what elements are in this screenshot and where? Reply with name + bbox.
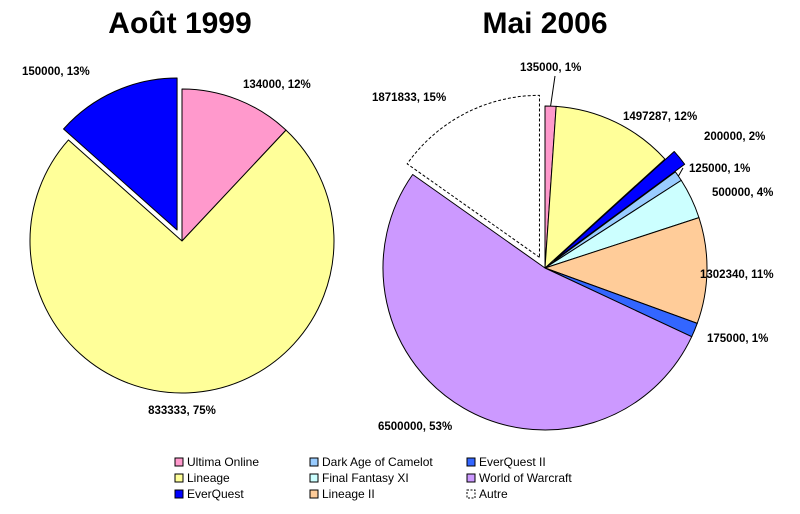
data-label-2006-final-fantasy-xi: 500000, 4% (712, 187, 773, 199)
legend-label-everquest-ii: EverQuest II (479, 455, 546, 469)
data-label-1999-everquest: 150000, 13% (22, 66, 90, 78)
legend-label-final-fantasy-xi: Final Fantasy XI (322, 471, 409, 485)
data-label-2006-autre: 1871833, 15% (372, 92, 446, 104)
data-label-2006-lineage-ii: 1302340, 11% (700, 269, 774, 281)
legend-swatch-autre (466, 489, 476, 499)
pie-slice-2006-lineage-ii (544, 217, 708, 324)
chart-title-2006: Mai 2006 (482, 7, 607, 40)
pie-slice-2006-autre (406, 94, 540, 258)
data-label-1999-ultima-online: 134000, 12% (243, 79, 311, 91)
legend: Ultima Online Dark Age of Camelot EverQues… (174, 455, 572, 501)
legend-swatch-dark-age-of-camelot (309, 457, 319, 467)
pie-slice-2006-world-of-warcraft (382, 174, 693, 431)
data-label-2006-dark-age-of-camelot: 125000, 1% (689, 163, 750, 175)
legend-swatch-world-of-warcraft (466, 473, 476, 483)
pie-slice-2006-lineage (544, 105, 666, 269)
legend-swatch-ultima-online (174, 457, 184, 467)
legend-swatch-lineage-ii (309, 489, 319, 499)
legend-swatch-everquest-ii (466, 457, 476, 467)
chart-title-1999: Août 1999 (108, 7, 251, 40)
legend-label-lineage: Lineage (187, 471, 230, 485)
legend-swatch-lineage (174, 473, 184, 483)
leader-line-2006-ultima-online (550, 75, 556, 107)
pie-slice-1999-ultima-online (181, 88, 287, 242)
legend-swatch-final-fantasy-xi (309, 473, 319, 483)
legend-label-lineage-ii: Lineage II (322, 487, 375, 501)
data-label-2006-world-of-warcraft: 6500000, 53% (378, 421, 452, 433)
data-label-1999-lineage: 833333, 75% (148, 405, 216, 417)
pie-slice-1999-everquest (63, 77, 178, 231)
pie-slice-1999-lineage (29, 129, 335, 394)
legend-label-ultima-online: Ultima Online (187, 455, 259, 469)
data-labels: 134000, 12% 833333, 75% 150000, 13% 135000,… (22, 62, 774, 433)
data-label-2006-lineage: 1497287, 12% (623, 111, 697, 123)
pie-chart-2006 (382, 94, 708, 431)
legend-label-dark-age-of-camelot: Dark Age of Camelot (322, 455, 433, 469)
data-label-2006-ultima-online: 135000, 1% (520, 62, 581, 74)
legend-label-everquest: EverQuest (187, 487, 244, 501)
pie-slice-2006-everquest (553, 150, 686, 261)
legend-swatch-everquest (174, 489, 184, 499)
legend-label-autre: Autre (479, 487, 508, 501)
pie-chart-1999 (29, 77, 335, 394)
data-label-2006-everquest: 200000, 2% (704, 131, 765, 143)
leader-line-2006-dark-age-of-camelot (677, 167, 684, 177)
data-label-2006-everquest-ii: 175000, 1% (707, 333, 768, 345)
legend-label-world-of-warcraft: World of Warcraft (479, 471, 572, 485)
